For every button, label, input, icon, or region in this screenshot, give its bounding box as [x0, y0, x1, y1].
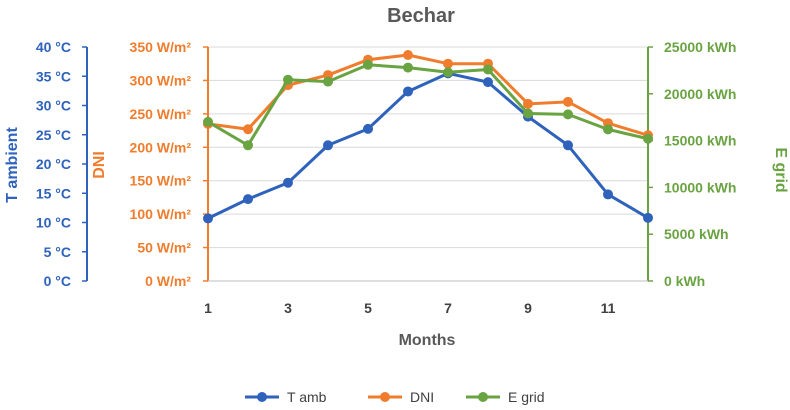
y-left-tick-label: 20 °C [36, 156, 71, 172]
data-point-e-grid [603, 124, 613, 135]
series-layer [203, 50, 653, 224]
data-point-e-grid [203, 116, 213, 127]
y-dni-tick-label: 0 W/m² [145, 273, 191, 289]
data-point-t-amb [643, 212, 653, 223]
data-point-dni [403, 50, 413, 61]
data-point-e-grid [523, 108, 533, 119]
y-left-tick-label: 30 °C [36, 98, 71, 114]
y-dni-tick-label: 350 W/m² [130, 39, 192, 55]
legend-marker-t-amb [257, 392, 267, 402]
y-axis-dni-title: DNI [91, 151, 108, 179]
legend-label-dni: DNI [410, 389, 434, 405]
y-dni-tick-label: 100 W/m² [130, 206, 192, 222]
data-point-e-grid [323, 76, 333, 87]
y-left-tick-label: 40 °C [36, 39, 71, 55]
legend-marker-dni [380, 392, 390, 402]
y-left-tick-label: 35 °C [36, 68, 71, 84]
legend-label-e-grid: E grid [508, 389, 545, 405]
y-dni-tick-label: 250 W/m² [130, 106, 192, 122]
y-left-tick-label: 0 °C [44, 273, 71, 289]
data-point-e-grid [483, 64, 493, 75]
y-left-tick-label: 10 °C [36, 215, 71, 231]
y-left-tick-label: 15 °C [36, 185, 71, 201]
data-point-dni [563, 96, 573, 107]
y-axis-right-title: E grid [772, 147, 789, 192]
x-axis-title: Months [399, 332, 456, 349]
x-tick-label: 7 [444, 300, 452, 316]
y-dni-tick-label: 50 W/m² [137, 240, 191, 256]
legend-label-t-amb: T amb [287, 389, 327, 405]
data-point-e-grid [403, 62, 413, 73]
data-point-t-amb [563, 140, 573, 151]
data-point-t-amb [603, 189, 613, 200]
series-line-e-grid [207, 63, 649, 147]
y-right-tick-label: 15000 kWh [664, 133, 736, 149]
y-left-tick-label: 25 °C [36, 127, 71, 143]
data-point-e-grid [443, 67, 453, 78]
y-right-tick-label: 20000 kWh [664, 86, 736, 102]
x-tick-label: 3 [284, 300, 292, 316]
y-right-tick-label: 0 kWh [664, 273, 705, 289]
data-point-e-grid [563, 109, 573, 120]
data-point-e-grid [243, 140, 253, 151]
series-line-t-amb [207, 71, 649, 220]
data-point-t-amb [283, 177, 293, 188]
data-point-t-amb [323, 140, 333, 151]
y-dni-tick-label: 200 W/m² [130, 139, 192, 155]
data-point-e-grid [283, 74, 293, 85]
y-axis-left-title: T ambient [4, 127, 21, 203]
legend: T amb DNI E grid [245, 389, 545, 405]
data-point-e-grid [643, 133, 653, 144]
series-line-dni [207, 53, 649, 137]
chart-title: Bechar [387, 5, 455, 27]
data-point-dni [523, 98, 533, 109]
data-point-e-grid [363, 59, 373, 70]
y-right-tick-label: 25000 kWh [664, 39, 736, 55]
y-dni-tick-label: 300 W/m² [130, 72, 192, 88]
legend-marker-e-grid [478, 392, 488, 402]
x-tick-label: 9 [524, 300, 532, 316]
data-point-dni [243, 124, 253, 135]
y-dni-tick-label: 150 W/m² [130, 173, 192, 189]
axes: 0 °C 5 °C 10 °C 15 °C 20 °C 25 °C 30 °C 35 °C 40… [36, 39, 737, 316]
data-point-t-amb [243, 194, 253, 205]
data-point-t-amb [403, 86, 413, 97]
data-point-t-amb [203, 213, 213, 224]
data-point-t-amb [483, 77, 493, 88]
y-left-tick-label: 5 °C [44, 244, 71, 260]
x-tick-label: 11 [601, 300, 616, 316]
grid-lines [208, 46, 648, 249]
x-tick-label: 1 [204, 300, 212, 316]
y-right-tick-label: 5000 kWh [664, 226, 729, 242]
y-right-tick-label: 10000 kWh [664, 179, 736, 195]
data-point-t-amb [363, 123, 373, 134]
data-point-dni [443, 58, 453, 69]
x-tick-label: 5 [364, 300, 372, 316]
